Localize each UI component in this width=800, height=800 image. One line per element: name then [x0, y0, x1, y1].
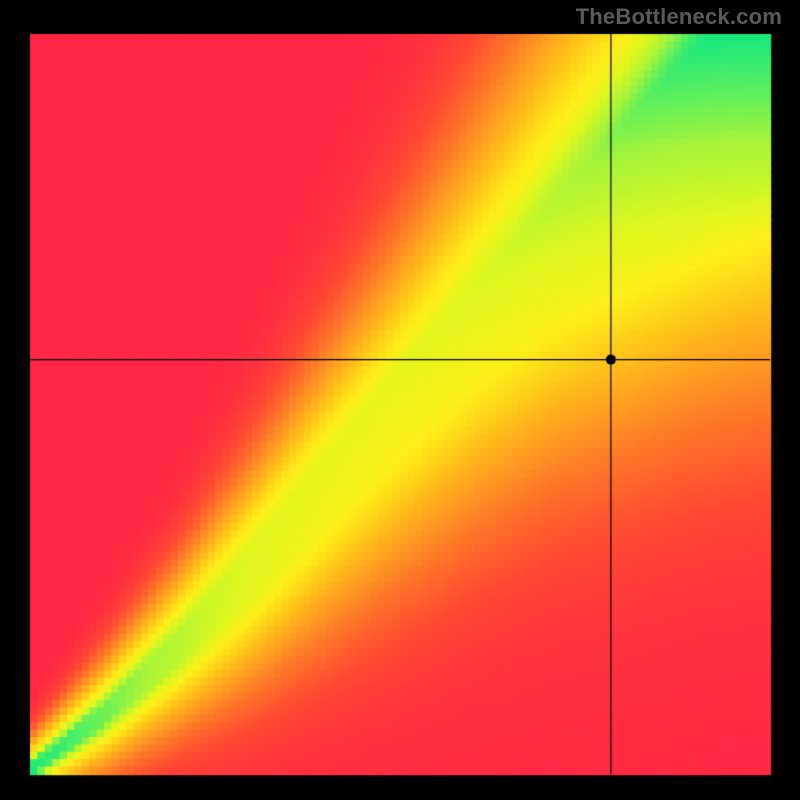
watermark-text: TheBottleneck.com — [576, 4, 782, 30]
